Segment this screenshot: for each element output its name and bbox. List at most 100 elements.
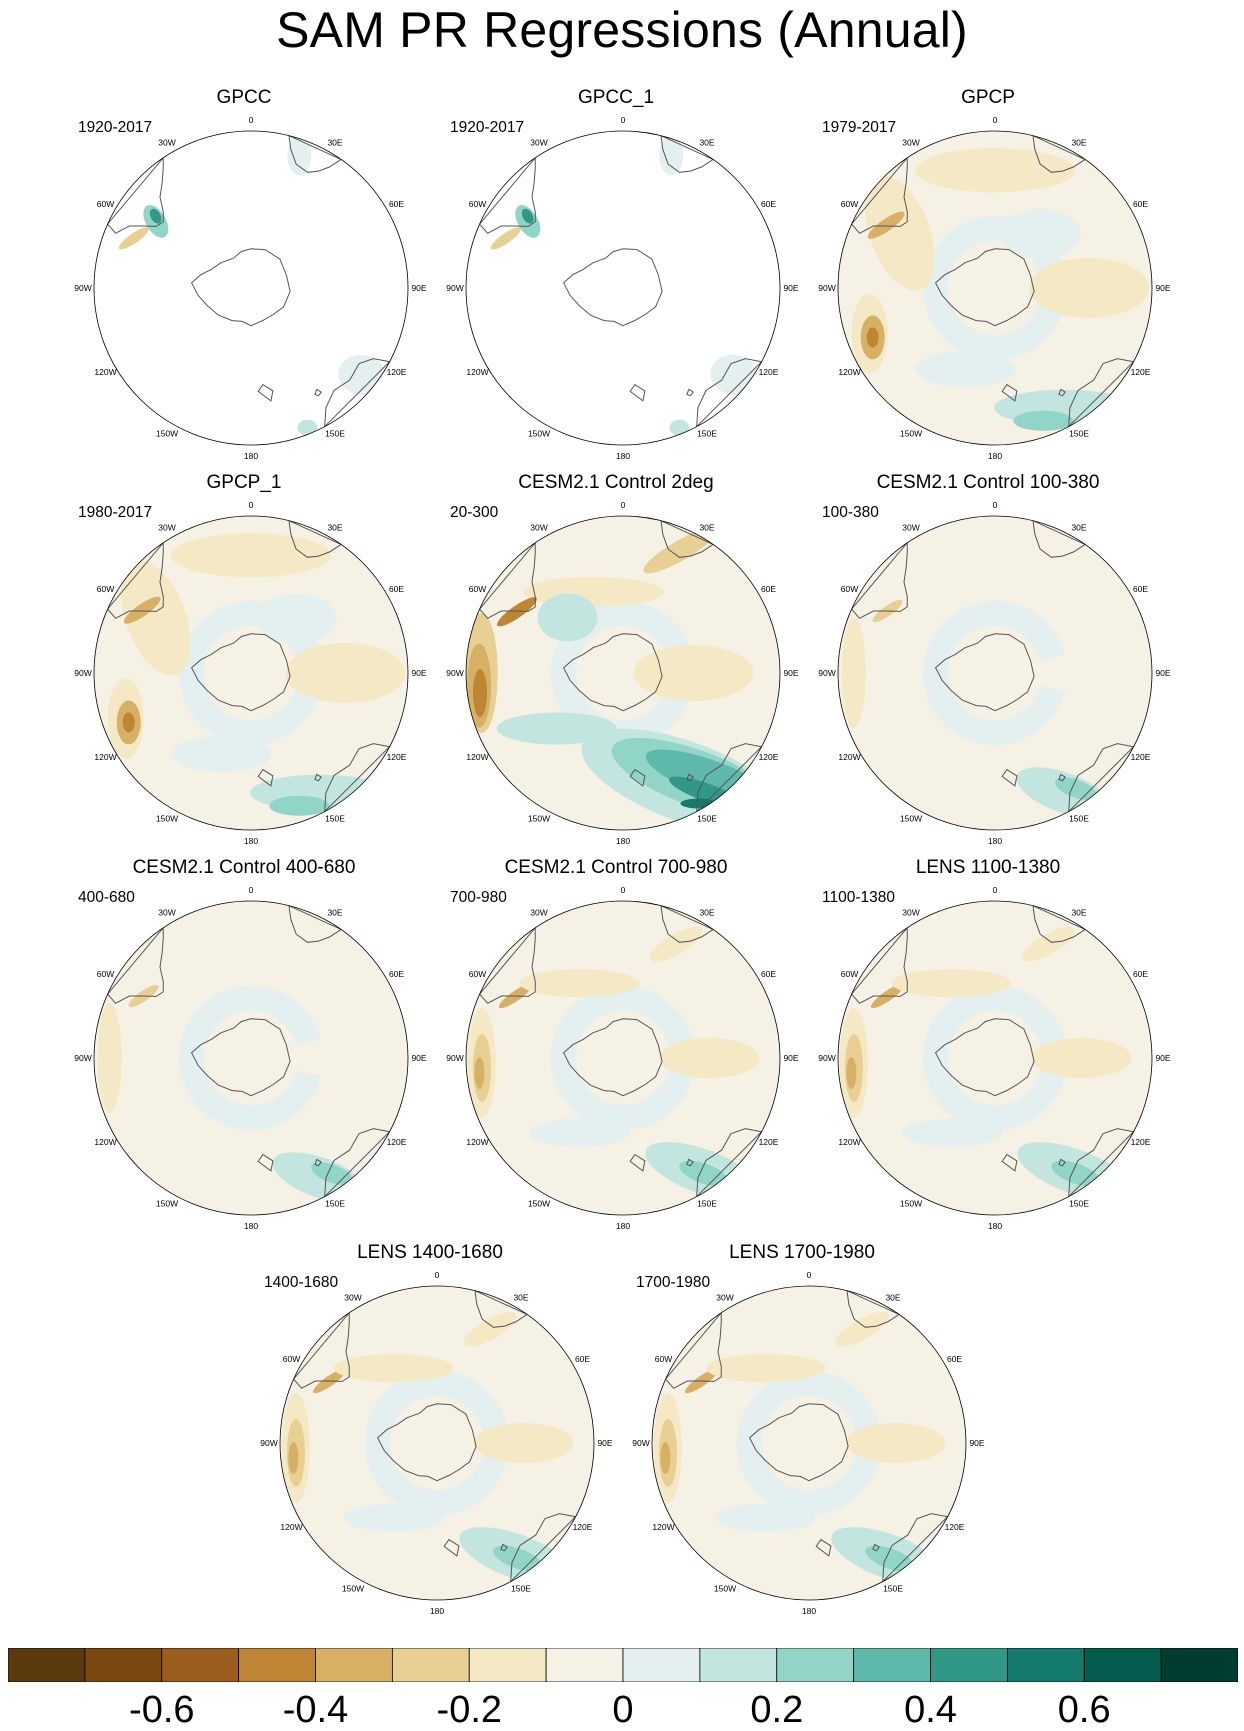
- anomaly-contour: [901, 1118, 1002, 1147]
- antarctica-coastline: [934, 1018, 1035, 1097]
- longitude-label: 180: [244, 1221, 258, 1231]
- longitude-label: 90E: [411, 1053, 426, 1063]
- longitude-label: 60E: [575, 1354, 590, 1364]
- anomaly-contour: [97, 1003, 122, 1113]
- longitude-label: 60W: [283, 1354, 300, 1364]
- longitude-label: 150E: [325, 1199, 345, 1209]
- panel-period: 400-680: [78, 889, 135, 906]
- figure-title: SAM PR Regressions (Annual): [276, 2, 968, 58]
- anomaly-contour: [149, 208, 162, 224]
- longitude-label: 90W: [74, 1053, 91, 1063]
- colorbar-swatch: [315, 1648, 393, 1682]
- antarctica-coastline: [562, 633, 663, 712]
- polar-map: 0 30E 60E 90E 120E 150E 180 150W 120W 90W 60W 30W: [74, 885, 427, 1231]
- longitude-label: 90W: [818, 668, 835, 678]
- anomaly-contour: [463, 1311, 517, 1347]
- longitude-label: 0: [249, 115, 254, 125]
- colorbar-swatch: [699, 1648, 778, 1682]
- new-zealand-coastline: [257, 383, 274, 402]
- anomaly-contour: [865, 1545, 915, 1572]
- longitude-label: 0: [621, 885, 626, 895]
- longitude-label: 60W: [841, 584, 858, 594]
- longitude-label: 180: [616, 451, 630, 461]
- longitude-label: 120W: [94, 367, 116, 377]
- anomaly-contour: [643, 527, 717, 574]
- anomaly-contour: [925, 532, 1065, 563]
- map-boundary: [465, 515, 781, 831]
- anomaly-contour: [669, 419, 690, 436]
- longitude-label: 0: [993, 885, 998, 895]
- polar-map: 0 30E 60E 90E 120E 150E 180 150W 120W 90W 60W 30W: [818, 500, 1171, 846]
- longitude-label: 120W: [94, 1137, 116, 1147]
- longitude-label: 60E: [761, 584, 776, 594]
- longitude-label: 60E: [1133, 584, 1148, 594]
- australia-coastline: [696, 1128, 763, 1198]
- longitude-label: 180: [244, 836, 258, 846]
- longitude-label: 150W: [714, 1584, 736, 1594]
- panel-period: 1980-2017: [78, 504, 153, 521]
- new-zealand-coastline: [443, 1538, 460, 1557]
- new-zealand-coastline: [257, 1153, 274, 1172]
- longitude-label: 180: [616, 1221, 630, 1231]
- antarctica-coastline: [376, 1403, 477, 1482]
- new-zealand-coastline: [1001, 768, 1018, 787]
- panel-period: 20-300: [450, 504, 499, 521]
- map-panel: GPCP_1 1980-2017 0 30E 60E 90E 120E 150E 180 150W…: [64, 472, 427, 846]
- antarctica-coastline: [562, 1018, 663, 1097]
- longitude-label: 60W: [469, 584, 486, 594]
- panel-title: LENS 1700-1980: [729, 1242, 875, 1263]
- field-background: [466, 131, 780, 445]
- panel-period: 100-380: [822, 504, 879, 521]
- longitude-label: 30E: [1071, 523, 1086, 533]
- map-panel: GPCC_1 1920-2017 0 30E 60E 90E 120E 150E 180 150W…: [436, 87, 799, 461]
- longitude-label: 60E: [389, 584, 404, 594]
- australia-coastline: [510, 1513, 577, 1583]
- anomaly-contour: [537, 593, 598, 642]
- australia-coastline: [1068, 1128, 1135, 1198]
- longitude-label: 150E: [697, 814, 717, 824]
- anomaly-contour: [915, 351, 1016, 388]
- new-zealand-coastline: [629, 1153, 646, 1172]
- longitude-label: 150W: [528, 429, 550, 439]
- antarctica-coastline: [934, 633, 1035, 712]
- longitude-label: 60E: [761, 199, 776, 209]
- panel-period: 1920-2017: [78, 119, 153, 136]
- africa-coastline: [474, 1289, 529, 1328]
- longitude-label: 60W: [469, 969, 486, 979]
- africa-coastline: [1032, 134, 1087, 173]
- longitude-label: 90W: [446, 1053, 463, 1063]
- longitude-label: 180: [988, 1221, 1002, 1231]
- field-core: [947, 240, 1043, 336]
- anomaly-contour: [1031, 1038, 1132, 1078]
- longitude-label: 30W: [530, 908, 547, 918]
- panel-title: LENS 1400-1680: [357, 1242, 503, 1263]
- field-core: [761, 1395, 857, 1491]
- anomaly-contour: [1029, 653, 1150, 693]
- panel-period: 1979-2017: [822, 119, 897, 136]
- australia-coastline: [696, 743, 763, 813]
- longitude-label: 120E: [1131, 1137, 1151, 1147]
- australia-coastline: [1068, 358, 1135, 428]
- map-boundary: [837, 515, 1153, 831]
- longitude-label: 120W: [838, 367, 860, 377]
- anomaly-contour: [915, 148, 1075, 193]
- anomaly-contour: [659, 1038, 760, 1078]
- longitude-label: 120E: [945, 1522, 965, 1532]
- south-america-coastline: [664, 1311, 722, 1389]
- anomaly-contour: [297, 419, 318, 436]
- colorbar-swatch: [1160, 1648, 1238, 1682]
- longitude-label: 30E: [513, 1293, 528, 1303]
- colorbar-swatch: [468, 1648, 547, 1682]
- longitude-label: 0: [435, 1270, 440, 1280]
- longitude-label: 30W: [902, 908, 919, 918]
- longitude-label: 60E: [389, 199, 404, 209]
- longitude-label: 120W: [838, 1137, 860, 1147]
- longitude-label: 90E: [783, 283, 798, 293]
- antarctica-coastline: [190, 1018, 291, 1097]
- longitude-label: 0: [621, 115, 626, 125]
- longitude-label: 120E: [1131, 752, 1151, 762]
- longitude-label: 30E: [699, 908, 714, 918]
- anomaly-contour: [846, 1057, 857, 1090]
- map-boundary: [837, 130, 1153, 446]
- anomaly-contour: [841, 618, 866, 728]
